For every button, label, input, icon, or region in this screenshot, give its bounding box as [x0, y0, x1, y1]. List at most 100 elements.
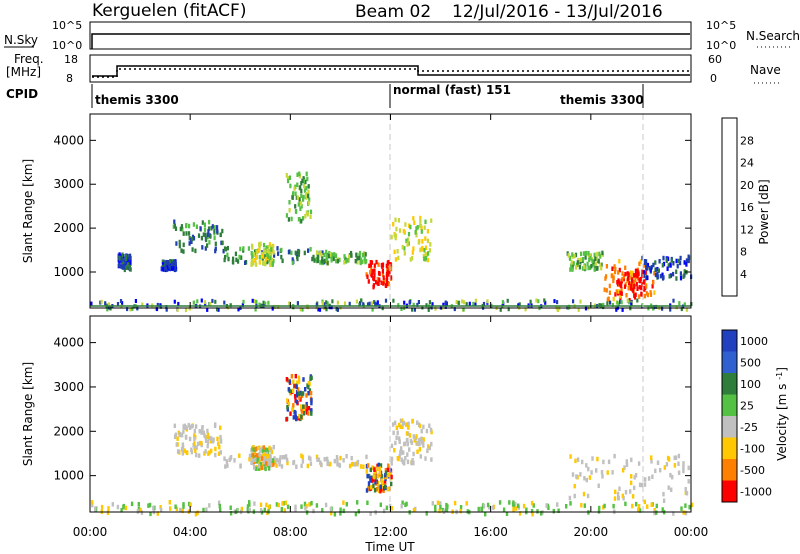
power-cell [631, 277, 634, 282]
velocity-cell [376, 463, 379, 469]
velocity-cell [397, 456, 400, 462]
velocity-cell [285, 457, 289, 463]
velocity-colorbar-swatch [722, 351, 737, 374]
velocity-cell [621, 468, 625, 473]
power-cell [675, 305, 678, 310]
velocity-cell [300, 453, 303, 458]
power-cell [594, 256, 597, 262]
velocity-cell [373, 467, 376, 472]
velocity-cell [613, 453, 616, 459]
power-cell [297, 202, 300, 207]
velocity-colorbar-tick: -500 [740, 464, 765, 477]
velocity-cell [512, 504, 515, 509]
velocity-cell [252, 447, 255, 452]
power-cell [375, 259, 378, 265]
power-cell [296, 172, 299, 177]
power-cell [347, 258, 350, 263]
velocity-cell [140, 510, 144, 515]
power-cell [258, 302, 261, 307]
power-cell [413, 307, 416, 312]
power-cell [268, 242, 271, 247]
power-cell [615, 289, 618, 294]
power-cell [422, 253, 425, 259]
velocity-cell [303, 407, 306, 413]
power-cell [287, 217, 290, 222]
power-cell [598, 251, 601, 257]
velocity-cell [130, 501, 134, 507]
velocity-cell [175, 442, 178, 447]
velocity-cell [545, 503, 548, 508]
power-cell [373, 276, 376, 282]
power-cell [428, 300, 431, 305]
power-cell [394, 235, 397, 241]
velocity-cell [618, 486, 621, 491]
freq-series-line [92, 65, 690, 77]
velocity-cell [328, 461, 331, 467]
power-cell [267, 300, 270, 305]
velocity-cell [522, 503, 526, 509]
power-cell [644, 270, 647, 275]
power-cell [679, 260, 682, 266]
power-cell [171, 261, 174, 267]
power-cell [205, 237, 208, 243]
power-cell [400, 307, 403, 311]
velocity-cell [316, 457, 319, 462]
power-cell [590, 263, 593, 269]
velocity-cell [677, 470, 681, 475]
velocity-cell [181, 508, 184, 514]
power-cell [296, 256, 299, 262]
power-cell [247, 246, 250, 251]
x-axis: 00:00 04:00 08:00 12:00 16:00 20:00 00:00 [73, 114, 709, 539]
power-cell [641, 269, 644, 274]
velocity-cell [294, 394, 297, 399]
power-cell [593, 252, 596, 258]
power-cell [669, 307, 672, 312]
power-cell [231, 259, 234, 264]
power-cell [305, 185, 308, 191]
power-cell [250, 258, 253, 263]
power-cell [264, 301, 267, 306]
velocity-cell [380, 473, 383, 479]
power-cell [188, 223, 191, 229]
velocity-cell [396, 430, 399, 436]
velocity-cell [180, 432, 184, 438]
power-cell [568, 255, 571, 261]
velocity-cell [598, 505, 601, 511]
x-tick-label: 00:00 [674, 525, 709, 539]
power-cell [213, 225, 216, 230]
power-cell [185, 223, 188, 228]
velocity-cell [530, 509, 534, 514]
power-cell [166, 267, 169, 272]
sky-panel-frame [89, 21, 692, 50]
velocity-cell [275, 463, 278, 468]
power-cell [687, 255, 690, 260]
velocity-cell [508, 500, 511, 505]
power-cell [323, 258, 326, 264]
power-cell [165, 305, 168, 310]
velocity-cell [265, 461, 268, 466]
velocity-cell [193, 441, 196, 446]
velocity-cell [269, 459, 272, 464]
power-cell [615, 305, 618, 310]
power-cell [299, 307, 302, 312]
power-cell [125, 265, 128, 270]
velocity-cell [399, 424, 402, 429]
velocity-cell [217, 451, 221, 456]
velocity-cell [411, 458, 414, 463]
velocity-cell [514, 501, 517, 507]
velocity-cell [650, 502, 653, 507]
power-cell [301, 178, 304, 184]
power-cell [213, 235, 216, 241]
velocity-cell [253, 449, 257, 455]
velocity-cell [264, 466, 267, 472]
power-cell [423, 256, 426, 262]
power-colorbar-tick: 24 [740, 157, 754, 170]
power-cell [161, 262, 165, 267]
velocity-cell [373, 488, 377, 493]
velocity-cell [665, 462, 669, 467]
velocity-cell [287, 387, 290, 392]
velocity-cell [260, 453, 264, 459]
x-tick-label: 12:00 [373, 525, 408, 539]
velocity-cell [374, 479, 377, 485]
velocity-cell [355, 461, 358, 466]
